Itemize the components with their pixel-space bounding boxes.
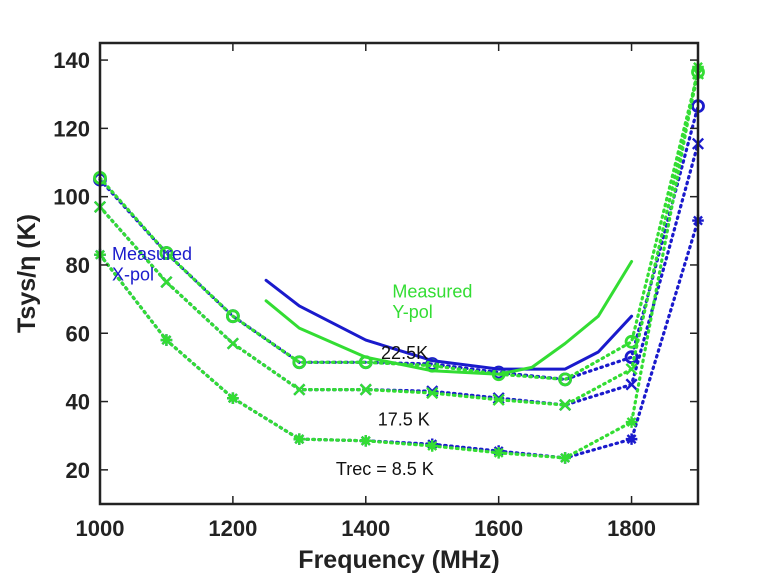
series-line-measured-x-pol <box>264 278 634 371</box>
data-point-trec-22-5-k-y-pol-1700 <box>558 372 573 387</box>
y-tick-label: 140 <box>53 48 90 73</box>
annotation-meas-x-2: X-pol <box>112 264 154 284</box>
data-point-trec-22-5-k-y-pol-1300 <box>292 355 307 370</box>
annotation-trec-22: 22.5K <box>381 343 428 363</box>
data-point-trec-17-5-k-x-pol-1800 <box>625 378 638 391</box>
annotation-trec-17: 17.5 K <box>378 409 430 429</box>
data-point-trec-17-5-k-y-pol-1700 <box>559 398 572 412</box>
y-tick-label: 20 <box>66 458 90 483</box>
data-point-trec-8-5-k-y-pol-1200 <box>227 392 239 404</box>
data-point-trec-17-5-k-y-pol-1800 <box>625 363 638 376</box>
axis-ticks: 1000 1200 1400 1600 1800 20 40 60 80 100 120 140 <box>53 43 698 541</box>
data-point-trec-22-5-k-y-pol-1100 <box>159 246 174 260</box>
annotation-meas-y-1: Measured <box>392 281 472 301</box>
data-point-trec-17-5-k-y-pol-1300 <box>293 383 306 396</box>
data-point-trec-8-5-k-y-pol-1600 <box>492 446 505 459</box>
annotation-meas-x-1: Measured <box>112 244 192 264</box>
data-point-trec-17-5-k-y-pol-1500 <box>426 386 439 400</box>
series-line-measured-y-pol <box>264 260 634 376</box>
data-point-trec-8-5-k-y-pol-1100 <box>160 334 173 346</box>
data-point-trec-8-5-k-y-pol-1300 <box>293 433 306 445</box>
y-tick-label: 80 <box>66 253 90 278</box>
x-tick-label: 1400 <box>341 516 390 541</box>
y-tick-label: 60 <box>66 321 90 346</box>
data-point-trec-17-5-k-y-pol-1200 <box>226 337 239 350</box>
y-tick-label: 120 <box>53 116 90 141</box>
annotation-trec-8: Trec = 8.5 K <box>336 459 434 479</box>
y-axis-title: Tsys/η (K) <box>13 214 41 333</box>
data-point-trec-8-5-k-y-pol-1400 <box>359 435 372 447</box>
data-point-trec-8-5-k-y-pol-1800 <box>625 416 638 428</box>
x-tick-label: 1000 <box>76 516 125 541</box>
x-tick-label: 1800 <box>607 516 656 541</box>
data-point-trec-17-5-k-y-pol-1400 <box>359 383 372 396</box>
data-point-trec-8-5-k-y-pol-1500 <box>426 440 439 452</box>
data-point-trec-22-5-k-y-pol-1200 <box>225 309 240 324</box>
series-line-trec-22-5-k-y-pol <box>98 70 700 381</box>
y-tick-label: 100 <box>53 185 90 210</box>
x-axis-title: Frequency (MHz) <box>298 546 499 574</box>
x-tick-label: 1200 <box>208 516 257 541</box>
data-point-trec-8-5-k-y-pol-1700 <box>559 452 571 464</box>
x-tick-label: 1600 <box>474 516 523 541</box>
series-line-trec-17-5-k-y-pol <box>98 72 700 407</box>
data-point-trec-17-5-k-y-pol-1100 <box>160 275 173 289</box>
series-line-trec-22-5-k-x-pol <box>98 104 700 381</box>
annotation-meas-y-2: Y-pol <box>392 302 432 322</box>
y-tick-label: 40 <box>66 390 90 415</box>
axes-frame <box>98 41 700 506</box>
series-line-trec-8-5-k-y-pol <box>98 65 700 460</box>
data-point-trec-8-5-k-x-pol-1800 <box>625 433 638 445</box>
data-point-trec-17-5-k-y-pol-1600 <box>492 393 505 406</box>
